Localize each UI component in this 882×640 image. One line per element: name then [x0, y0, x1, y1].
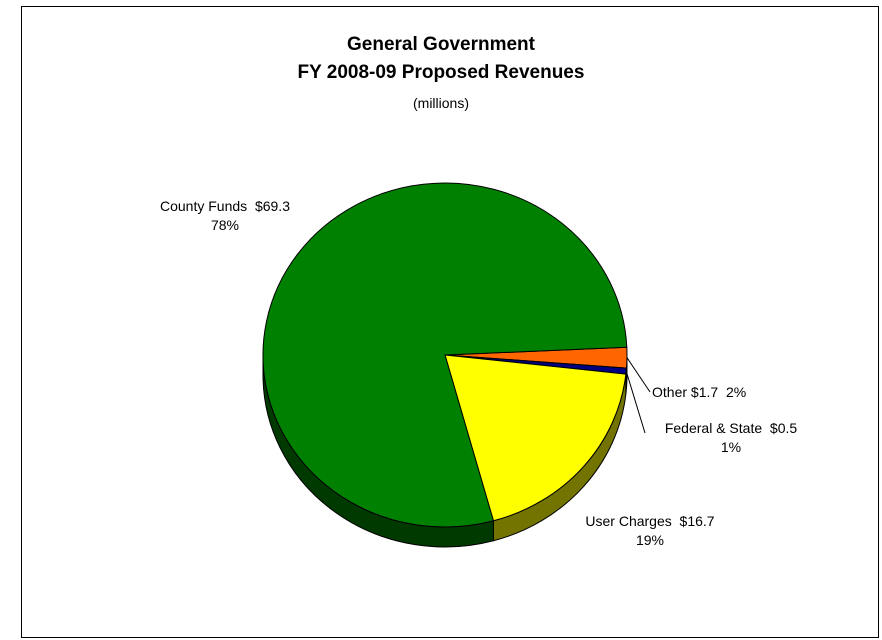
slice-label-county-funds: County Funds $69.3 78% — [160, 198, 290, 233]
leader-line-other — [626, 357, 651, 393]
chart-title: General Government — [347, 34, 535, 55]
slice-label-other: Other $1.7 2% — [652, 384, 747, 400]
leader-line-federal-state — [625, 370, 646, 434]
slice-label-federal-state: Federal & State $0.5 1% — [664, 420, 798, 455]
slice-county-funds — [262, 182, 628, 528]
slice-user-charges — [444, 354, 627, 522]
slice-label-user-charges: User Charges $16.7 19% — [585, 513, 715, 548]
chart-subtitle: FY 2008-09 Proposed Revenues — [297, 62, 585, 83]
chart-units-note: (millions) — [413, 95, 469, 111]
